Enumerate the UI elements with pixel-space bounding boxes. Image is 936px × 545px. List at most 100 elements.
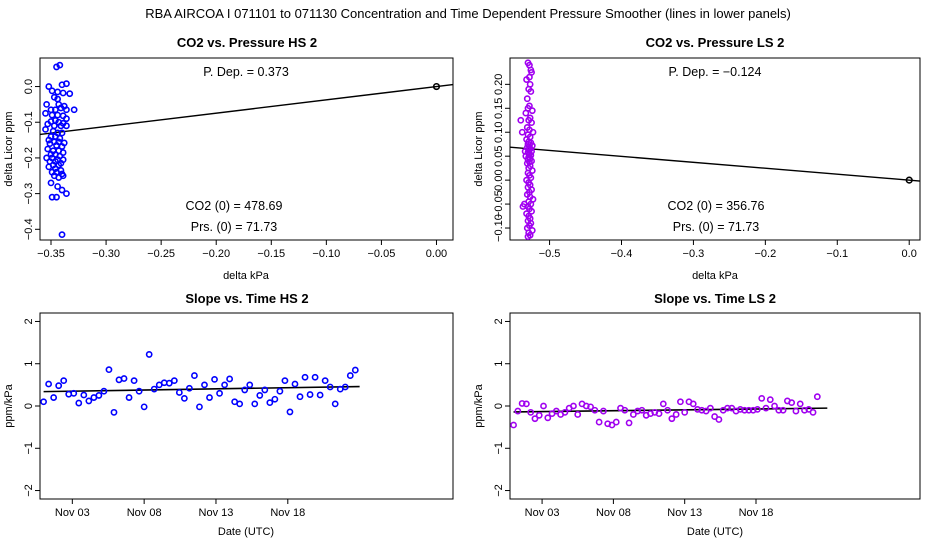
points-group	[40, 351, 359, 416]
data-point	[44, 120, 52, 128]
panel-title: Slope vs. Time HS 2	[185, 291, 308, 306]
data-point	[591, 406, 599, 414]
data-point	[518, 400, 526, 407]
data-point	[58, 129, 66, 137]
data-point	[805, 405, 813, 413]
data-point	[561, 408, 569, 416]
data-point	[47, 179, 55, 187]
data-point	[527, 88, 535, 95]
data-point	[56, 134, 64, 142]
data-point	[100, 387, 108, 395]
data-point	[54, 95, 62, 103]
y-tick-label: 0.10	[493, 122, 505, 143]
data-point	[66, 90, 74, 98]
data-point	[523, 95, 531, 103]
points-group	[517, 59, 537, 241]
x-tick-label: −0.5	[539, 248, 561, 260]
data-point	[518, 128, 526, 136]
data-point	[53, 142, 60, 149]
pressure-zero: Prs. (0) = 71.73	[191, 220, 278, 234]
x-axis-label: Date (UTC)	[218, 526, 274, 538]
pressure-dependence: P. Dep. = 0.373	[203, 65, 289, 79]
x-axis: Nov 03 Nov 08 Nov 13 Nov 18	[525, 499, 773, 519]
y-tick-label: −2	[23, 484, 35, 497]
data-point	[796, 400, 804, 408]
data-point	[110, 408, 118, 416]
data-point	[526, 73, 533, 81]
data-point	[608, 421, 616, 429]
y-tick-label: 0.0	[23, 79, 35, 94]
data-point	[70, 106, 78, 114]
data-point	[42, 109, 49, 117]
x-tick-label: Nov 13	[667, 507, 702, 519]
data-point	[261, 386, 269, 394]
data-point	[792, 407, 800, 415]
trend-line	[43, 385, 360, 393]
data-point	[528, 207, 535, 215]
x-tick-label: −0.10	[312, 248, 340, 260]
data-point	[54, 88, 62, 96]
data-point	[221, 381, 228, 389]
y-axis: −0.10−0.050.00 0.05 0.10 0.15 0.20	[493, 74, 510, 242]
data-point	[291, 380, 299, 388]
y-tick-label: 0.05	[493, 145, 505, 166]
data-point	[241, 386, 249, 394]
data-point	[40, 398, 47, 406]
x-tick-label: 0.00	[426, 248, 447, 260]
y-tick-label: −1	[493, 442, 505, 455]
y-tick-label: −0.1	[23, 111, 35, 133]
data-point	[54, 183, 62, 190]
data-point	[529, 128, 537, 136]
x-tick-label: 0.0	[902, 248, 917, 260]
data-point	[58, 143, 66, 150]
data-point	[306, 391, 314, 398]
data-point	[201, 381, 208, 389]
data-point	[216, 389, 223, 397]
data-point	[175, 389, 183, 396]
x-tick-label: Nov 03	[525, 507, 560, 519]
y-tick-label: −0.05	[493, 190, 505, 218]
data-point	[58, 186, 66, 194]
y-tick-label: −0.2	[23, 147, 35, 169]
data-point	[788, 399, 796, 407]
data-point	[587, 403, 594, 411]
fit-line-group	[39, 82, 454, 136]
data-point	[251, 400, 259, 408]
data-point	[44, 145, 52, 153]
panel-ls-slope: Slope vs. Time LS 2 Nov 03 Nov 08 Nov 13 No…	[473, 291, 921, 538]
data-point	[524, 233, 532, 241]
y-tick-label: −0.10	[493, 214, 505, 242]
data-point	[762, 404, 770, 412]
data-point	[63, 115, 70, 123]
y-tick-label: 0.20	[493, 74, 505, 95]
data-point	[120, 375, 128, 382]
data-point	[59, 89, 67, 97]
panel-title: CO2 vs. Pressure LS 2	[646, 35, 785, 50]
y-tick-label: 0.15	[493, 98, 505, 119]
data-point	[286, 408, 294, 416]
data-point	[45, 83, 53, 90]
data-point	[135, 387, 143, 395]
data-point	[552, 407, 560, 415]
y-axis-label: delta Licor ppm	[3, 111, 15, 186]
data-point	[664, 406, 671, 414]
data-point	[53, 193, 60, 201]
data-point	[95, 392, 103, 399]
points-group	[510, 393, 821, 429]
fit-line	[39, 83, 454, 136]
data-point	[48, 111, 56, 119]
data-point	[655, 410, 663, 418]
x-tick-label: −0.05	[367, 248, 395, 260]
data-point	[521, 147, 529, 155]
data-point	[527, 66, 535, 74]
data-point	[281, 377, 289, 385]
y-axis: −0.4 −0.3 −0.2 −0.1 0.0	[23, 79, 40, 240]
co2-zero: CO2 (0) = 478.69	[186, 199, 283, 213]
data-point	[271, 395, 279, 403]
page-title: RBA AIRCOA I 071101 to 071130 Concentrat…	[145, 6, 791, 21]
data-point	[519, 203, 527, 210]
y-tick-label: −0.3	[23, 183, 35, 205]
x-tick-label: −0.15	[257, 248, 285, 260]
data-point	[672, 411, 680, 418]
data-point	[170, 377, 178, 385]
